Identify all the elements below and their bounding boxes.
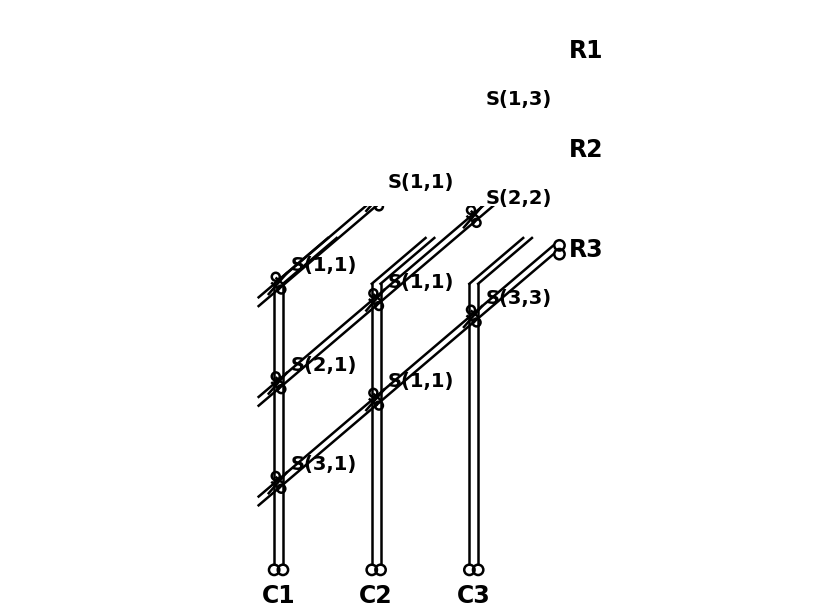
Text: R3: R3: [568, 238, 603, 262]
Text: S(2,2): S(2,2): [486, 189, 552, 208]
Text: S(3,1): S(3,1): [290, 456, 357, 474]
Text: S(2,1): S(2,1): [290, 356, 357, 375]
Text: C1: C1: [262, 584, 295, 608]
Text: C3: C3: [457, 584, 491, 608]
Text: S(1,1): S(1,1): [388, 173, 454, 192]
Text: R2: R2: [568, 138, 603, 162]
Text: S(1,3): S(1,3): [486, 90, 552, 109]
Text: R1: R1: [568, 38, 603, 63]
Text: S(3,3): S(3,3): [486, 289, 552, 308]
Text: C2: C2: [359, 584, 393, 608]
Text: S(1,1): S(1,1): [388, 273, 454, 292]
Text: S(1,1): S(1,1): [290, 256, 357, 275]
Text: S(1,1): S(1,1): [388, 372, 454, 391]
